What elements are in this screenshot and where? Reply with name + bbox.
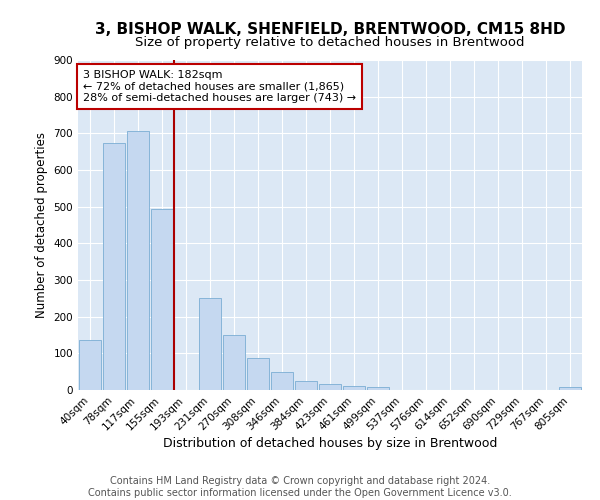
Bar [223, 335, 245, 390]
Bar [367, 388, 389, 390]
Bar [343, 386, 365, 390]
Text: 3 BISHOP WALK: 182sqm
← 72% of detached houses are smaller (1,865)
28% of semi-d: 3 BISHOP WALK: 182sqm ← 72% of detached … [83, 70, 356, 103]
Bar [127, 131, 149, 390]
Bar [199, 298, 221, 390]
Bar [319, 384, 341, 390]
Y-axis label: Number of detached properties: Number of detached properties [35, 132, 48, 318]
Bar [151, 208, 173, 390]
Bar [295, 381, 317, 390]
Bar [247, 358, 269, 390]
Bar [559, 388, 581, 390]
Bar [79, 340, 101, 390]
X-axis label: Distribution of detached houses by size in Brentwood: Distribution of detached houses by size … [163, 438, 497, 450]
Bar [271, 372, 293, 390]
Text: Size of property relative to detached houses in Brentwood: Size of property relative to detached ho… [135, 36, 525, 49]
Bar [103, 142, 125, 390]
Text: Contains HM Land Registry data © Crown copyright and database right 2024.
Contai: Contains HM Land Registry data © Crown c… [88, 476, 512, 498]
Text: 3, BISHOP WALK, SHENFIELD, BRENTWOOD, CM15 8HD: 3, BISHOP WALK, SHENFIELD, BRENTWOOD, CM… [95, 22, 565, 38]
